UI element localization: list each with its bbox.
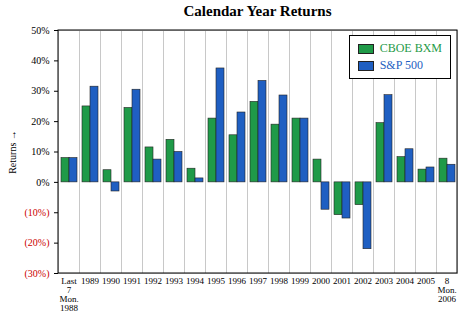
svg-text:1999: 1999 <box>291 276 310 286</box>
html-text:S&P 500: S&P 500 <box>379 58 423 72</box>
svg-text:2005: 2005 <box>417 276 436 286</box>
svg-text:Last7Mon.1988: Last7Mon.1988 <box>59 276 78 313</box>
html-text:CBOE BXM: CBOE BXM <box>379 41 442 55</box>
svg-text:1989: 1989 <box>81 276 100 286</box>
svg-text:50%: 50% <box>31 25 49 36</box>
svg-text:1990: 1990 <box>102 276 121 286</box>
svg-text:1991: 1991 <box>123 276 141 286</box>
svg-text:1994: 1994 <box>186 276 205 286</box>
svg-text:8Mon.2006: 8Mon.2006 <box>437 276 456 304</box>
svg-text:0%: 0% <box>36 177 49 188</box>
svg-text:1993: 1993 <box>165 276 184 286</box>
svg-text:2004: 2004 <box>396 276 415 286</box>
svg-text:1996: 1996 <box>228 276 247 286</box>
svg-text:(20%): (20%) <box>25 237 50 249</box>
svg-text:2000: 2000 <box>312 276 331 286</box>
svg-text:1998: 1998 <box>270 276 289 286</box>
svg-text:1997: 1997 <box>249 276 268 286</box>
svg-text:(30%): (30%) <box>25 268 50 280</box>
svg-text:(10%): (10%) <box>25 207 50 219</box>
svg-text:30%: 30% <box>31 85 49 96</box>
svg-text:1995: 1995 <box>207 276 226 286</box>
svg-text:40%: 40% <box>31 55 49 66</box>
svg-text:2003: 2003 <box>375 276 394 286</box>
svg-text:Returns →: Returns → <box>7 130 18 174</box>
svg-text:2001: 2001 <box>333 276 351 286</box>
svg-text:1992: 1992 <box>144 276 162 286</box>
html-text:Calendar Year Returns: Calendar Year Returns <box>183 3 332 19</box>
svg-text:2002: 2002 <box>354 276 372 286</box>
svg-text:10%: 10% <box>31 146 49 157</box>
svg-text:20%: 20% <box>31 116 49 127</box>
